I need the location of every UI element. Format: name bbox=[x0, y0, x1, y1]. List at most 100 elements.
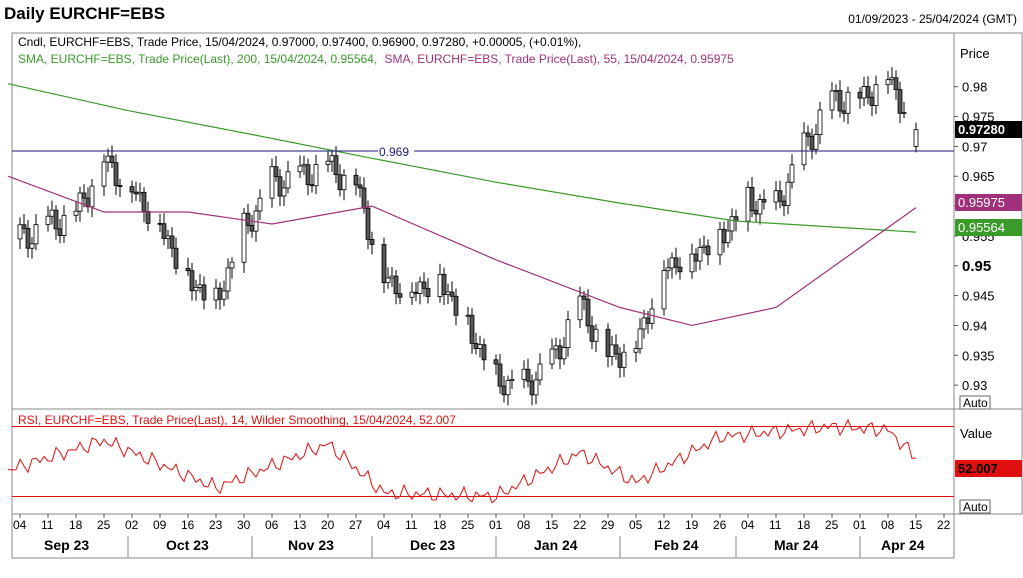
candle-body bbox=[109, 155, 115, 164]
candle-body bbox=[53, 209, 59, 230]
rsi-line bbox=[7, 418, 917, 504]
candle-body bbox=[445, 291, 451, 296]
date-tick-label: 19 bbox=[685, 518, 699, 532]
candle-body bbox=[137, 191, 143, 195]
candle-body bbox=[673, 257, 679, 268]
candle-body bbox=[661, 270, 667, 310]
candle-body bbox=[521, 368, 527, 380]
candle-body bbox=[45, 215, 51, 226]
date-tick-label: 01 bbox=[853, 518, 867, 532]
candle-body bbox=[861, 86, 867, 99]
candle-body bbox=[397, 293, 403, 298]
date-tick-label: 29 bbox=[601, 518, 615, 532]
candle-body bbox=[169, 235, 175, 249]
candle-body bbox=[549, 348, 555, 365]
candle-body bbox=[57, 228, 63, 236]
candle-body bbox=[25, 228, 31, 249]
date-tick-label: 18 bbox=[797, 518, 811, 532]
date-tick-label: 11 bbox=[769, 518, 782, 532]
candle-body bbox=[229, 261, 235, 269]
candle-body bbox=[381, 244, 387, 284]
candle-body bbox=[213, 287, 219, 301]
candle-body bbox=[785, 181, 791, 206]
date-tick-label: 20 bbox=[321, 518, 335, 532]
candle-body bbox=[753, 210, 759, 215]
candle-body bbox=[241, 212, 247, 263]
svg-text:Auto: Auto bbox=[963, 500, 988, 514]
candle-body bbox=[833, 90, 839, 92]
candle-body bbox=[333, 155, 339, 176]
candle-body bbox=[873, 84, 879, 106]
price-tick-label: 0.94 bbox=[962, 318, 987, 333]
price-tick-label: 0.945 bbox=[962, 289, 995, 304]
date-range: 01/09/2023 - 25/04/2024 (GMT) bbox=[848, 12, 1017, 26]
date-tick-label: 08 bbox=[517, 518, 531, 532]
month-label: Mar 24 bbox=[774, 537, 819, 553]
date-tick-label: 25 bbox=[825, 518, 839, 532]
candle-body bbox=[337, 174, 343, 191]
candle-body bbox=[613, 344, 619, 355]
candle-body bbox=[325, 160, 331, 165]
sma-legend: SMA, EURCHF=EBS, Trade Price(Last), 200,… bbox=[18, 52, 734, 66]
candle-body bbox=[189, 270, 195, 292]
date-tick-label: 15 bbox=[909, 518, 923, 532]
candle-body bbox=[745, 187, 751, 222]
sma55-line bbox=[7, 175, 917, 327]
rsi-tag: 52.007 bbox=[955, 460, 1022, 477]
candle-body bbox=[161, 223, 167, 239]
candle-body bbox=[369, 238, 375, 245]
date-tick-label: 22 bbox=[573, 518, 587, 532]
candle-body bbox=[817, 109, 823, 136]
date-tick-label: 15 bbox=[545, 518, 559, 532]
candle-body bbox=[721, 228, 727, 244]
candle-body bbox=[409, 291, 415, 298]
candle-body bbox=[501, 385, 507, 396]
candle-body bbox=[837, 90, 843, 112]
candle-legend: Cndl, EURCHF=EBS, Trade Price, 15/04/202… bbox=[18, 35, 581, 49]
candle-body bbox=[641, 317, 647, 330]
date-tick-label: 18 bbox=[433, 518, 447, 532]
candle-body bbox=[701, 245, 707, 248]
svg-text:52.007: 52.007 bbox=[958, 461, 998, 476]
candle-body bbox=[493, 359, 499, 365]
candle-body bbox=[665, 267, 671, 272]
svg-text:0.95975: 0.95975 bbox=[958, 195, 1005, 210]
candle-body bbox=[361, 187, 367, 209]
auto-button-price[interactable]: Auto bbox=[959, 395, 991, 410]
candle-body bbox=[129, 186, 135, 193]
candle-body bbox=[845, 91, 851, 114]
candle-body bbox=[285, 171, 291, 189]
candle-body bbox=[473, 343, 479, 349]
candle-body bbox=[357, 184, 363, 189]
date-tick-label: 12 bbox=[657, 518, 671, 532]
date-tick-label: 11 bbox=[405, 518, 418, 532]
date-tick-label: 27 bbox=[349, 518, 363, 532]
candle-body bbox=[365, 207, 371, 240]
candle-body bbox=[525, 368, 531, 382]
candle-body bbox=[193, 286, 199, 292]
candle-body bbox=[437, 273, 443, 297]
candle-body bbox=[829, 90, 835, 111]
candle-body bbox=[633, 348, 639, 353]
candle-body bbox=[89, 185, 95, 208]
candle-body bbox=[157, 222, 163, 225]
candle-body bbox=[617, 353, 623, 368]
chart-title: Daily EURCHF=EBS bbox=[4, 4, 166, 23]
date-tick-label: 23 bbox=[209, 518, 223, 532]
candle-body bbox=[49, 209, 55, 217]
candle-body bbox=[913, 129, 919, 147]
candle-body bbox=[417, 281, 423, 294]
candle-body bbox=[533, 379, 539, 396]
horizontal-line-label: 0.969 bbox=[379, 145, 409, 159]
candle-body bbox=[893, 77, 899, 91]
candle-body bbox=[477, 344, 483, 349]
candle-body bbox=[425, 287, 431, 297]
auto-button-rsi[interactable]: Auto bbox=[959, 499, 991, 514]
candle-body bbox=[857, 91, 863, 99]
candle-body bbox=[757, 199, 763, 215]
candle-body bbox=[145, 211, 151, 224]
candle-body bbox=[605, 328, 611, 357]
date-tick-label: 02 bbox=[125, 518, 139, 532]
candle-body bbox=[305, 164, 311, 186]
price-tick-label: 0.975 bbox=[962, 110, 995, 125]
